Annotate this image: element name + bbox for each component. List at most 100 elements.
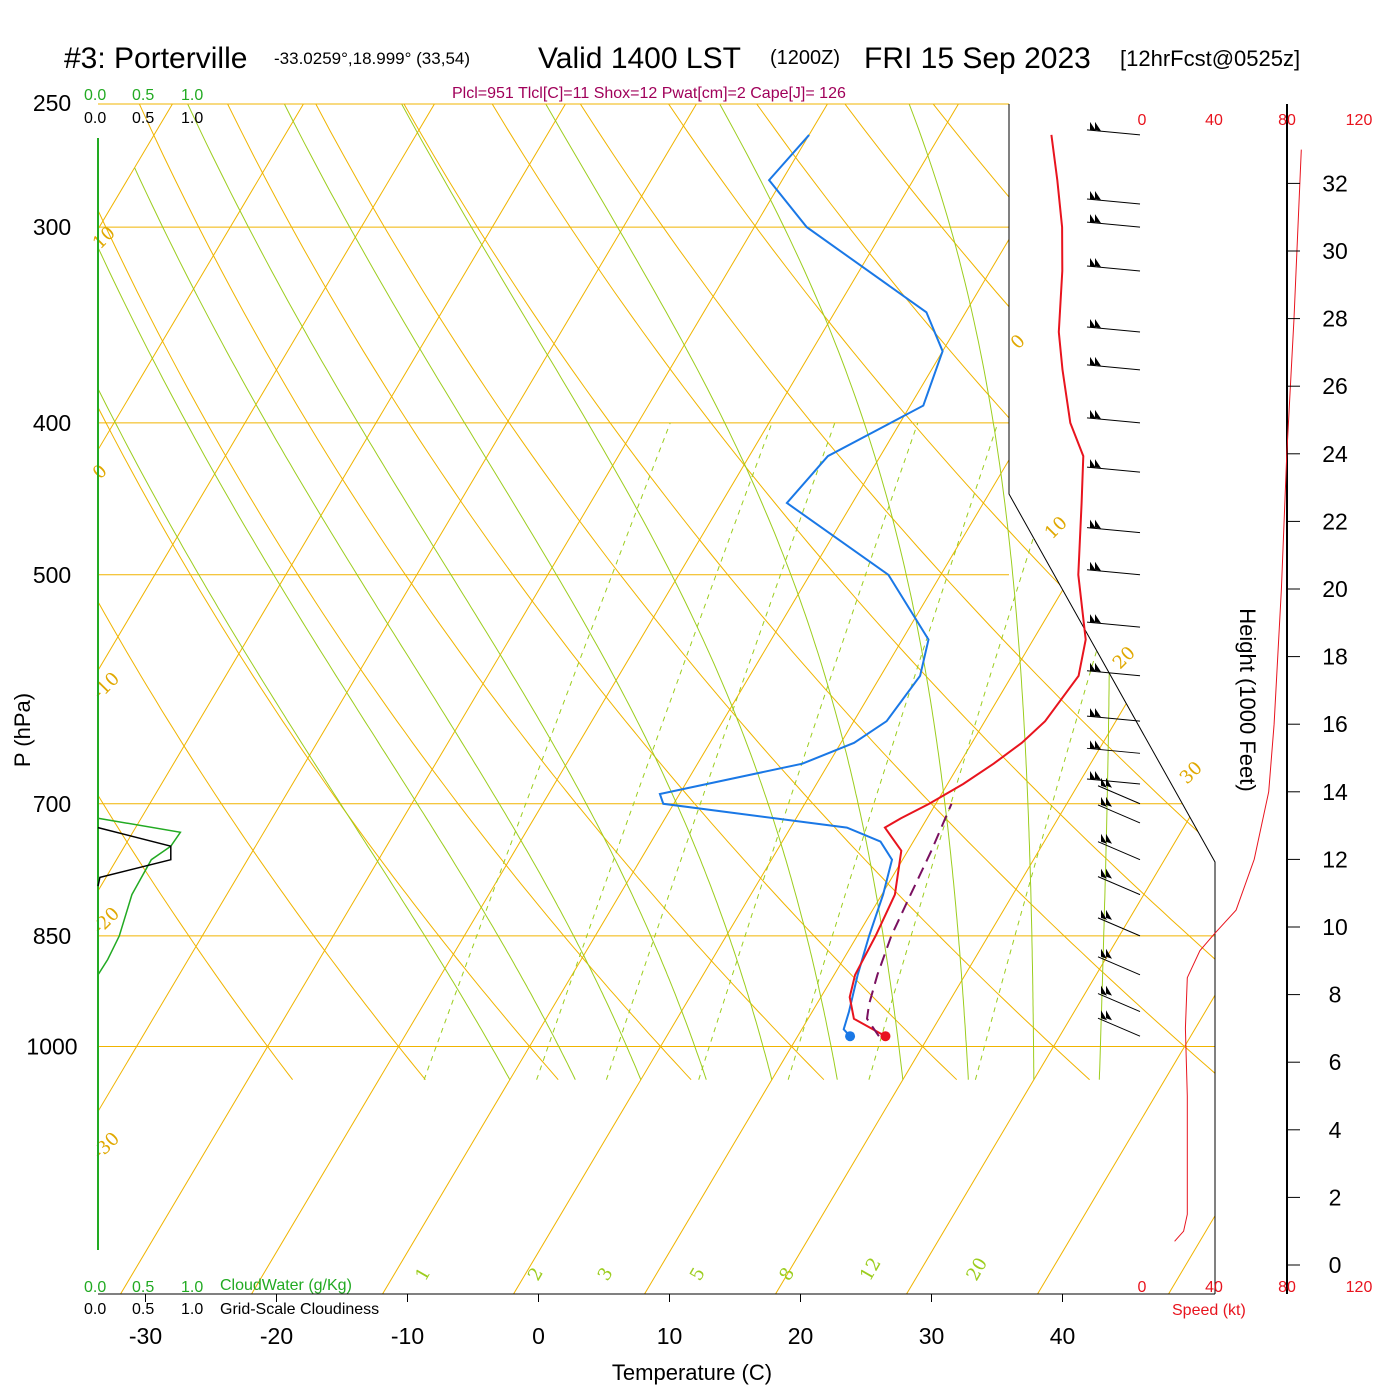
cloud-bottom-green-1: 0.5 [132,1279,154,1296]
cloud-top-green-2: 1.0 [181,87,203,104]
dry-adiabat [1346,75,1400,1079]
wind-barb-flag [1095,214,1101,224]
mixing-ratio-label-12: 12 [856,1254,886,1284]
wind-barb-flag [1090,459,1096,469]
wind-barb-flag [1090,319,1096,329]
wind-barb-staff [1097,917,1141,937]
pressure-label-500: 500 [33,562,71,588]
isotherm-label: -10 [89,668,124,703]
isotherm-line [98,104,697,1294]
surface-dewpoint-dot [845,1031,856,1042]
speed-profile [1174,149,1302,1242]
cloud-top-black-0: 0.0 [84,110,106,127]
isotherm-line [98,104,304,1294]
cloud-panel [97,817,182,1047]
speed-top-80: 80 [1278,112,1296,129]
moist-adiabat [703,104,969,1080]
wind-barb-flag [1101,833,1107,844]
cloudwater-label: CloudWater (g/Kg) [220,1277,352,1294]
height-label-20: 20 [1322,576,1348,602]
wind-barb [1086,409,1141,424]
wind-barb-flag [1106,796,1112,807]
wind-barb-flag [1095,708,1101,718]
speed-panel [1174,104,1302,1294]
wind-barb-flag [1101,985,1107,996]
dry-adiabat [648,104,1215,1081]
height-label-24: 24 [1322,441,1348,467]
isotherm-label: 30 [1176,757,1207,788]
sounding-profiles [658,134,1087,1042]
moist-adiabat [134,167,642,1080]
dry-adiabat [561,104,1215,1081]
wind-barb-flag [1101,948,1107,959]
height-label-4: 4 [1329,1117,1342,1143]
wind-barb-flag [1106,868,1112,879]
height-label-2: 2 [1329,1184,1342,1210]
wind-barb-staff [1097,804,1141,824]
wind-barb-flag [1090,409,1096,419]
mixing-ratio-line [787,422,999,1080]
wind-barb-flag [1106,948,1112,959]
valid-date: FRI 15 Sep 2023 [864,42,1091,75]
wind-barb-flag [1090,191,1096,201]
mixing-ratio-line [868,422,1071,1080]
wind-barb-flag [1106,985,1112,996]
isotherm-line [98,104,566,1294]
temperature-label--20: -20 [260,1323,293,1349]
wind-barb-flag [1095,409,1101,419]
cloud-bottom-green-2: 1.0 [181,1279,203,1296]
wind-barb [1097,909,1141,937]
cloud-bottom-green-0: 0.0 [84,1279,106,1296]
wind-barb-flag [1095,258,1101,268]
isotherm-label: 0 [89,461,112,484]
height-label-8: 8 [1329,982,1342,1008]
dry-adiabat [823,104,1215,1081]
wind-barb-staff [1097,1017,1141,1037]
temperature-label--10: -10 [391,1323,424,1349]
height-label-30: 30 [1322,238,1348,264]
dry-adiabat [387,104,1215,1081]
moist-adiabat [528,104,904,1080]
wind-barb-flag [1090,258,1096,268]
wind-barb [1097,868,1141,896]
cloudwater-profile [97,817,182,1047]
wind-barb-flag [1095,356,1101,366]
mixing-ratio-line [698,422,919,1080]
isotherm-label: 20 [1109,642,1140,673]
mixing-ratio-label-1: 1 [411,1264,435,1284]
dry-adiabat [474,104,1215,1081]
height-label-6: 6 [1329,1049,1342,1075]
dewpoint-profile [658,134,944,1037]
speed-top-40: 40 [1205,112,1223,129]
sounding-params: Plcl=951 Tlcl[C]=11 Shox=12 Pwat[cm]=2 C… [452,85,846,102]
wind-barb-staff [1097,993,1141,1013]
height-label-12: 12 [1322,846,1348,872]
pressure-label-400: 400 [33,410,71,436]
valid-zulu: (1200Z) [770,47,840,69]
wind-barb-staff [1097,841,1141,861]
dry-adiabat [736,104,1215,1081]
wind-barb [1086,356,1141,371]
temperature-label-20: 20 [788,1323,814,1349]
moist-adiabat [98,301,511,1080]
isotherm-line [1037,104,1215,1294]
wind-barb [1086,614,1141,628]
moist-adiabat [897,104,1035,1080]
x-axis-title: Temperature (C) [612,1360,772,1385]
wind-barb [1086,459,1141,473]
height-label-28: 28 [1322,306,1348,332]
wind-barb-flag [1095,121,1101,131]
wind-barb-staff [1097,876,1141,896]
height-label-16: 16 [1322,711,1348,737]
mixing-ratio-label-5: 5 [686,1264,710,1284]
isotherm-label: 0 [1007,331,1030,354]
isotherm-line [513,104,1215,1294]
pressure-label-250: 250 [33,90,71,116]
mixing-ratio-line [605,422,836,1080]
cloud-bottom-black-2: 1.0 [181,1301,203,1318]
height-label-22: 22 [1322,508,1348,534]
mixing-ratio-label-8: 8 [775,1264,799,1284]
dry-adiabat [300,104,1090,1081]
